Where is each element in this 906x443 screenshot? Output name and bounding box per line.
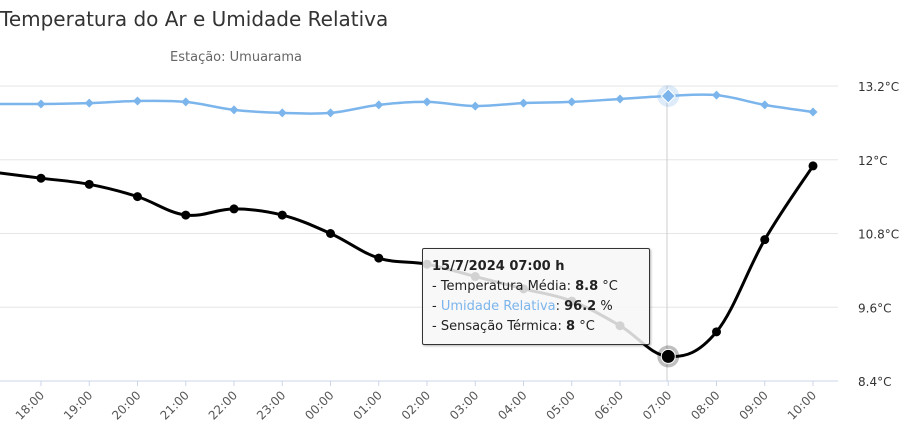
humidity-point[interactable]: [567, 97, 577, 107]
y-tick-label: 10.8°C: [858, 228, 899, 242]
humidity-point[interactable]: [660, 88, 676, 104]
x-tick-label: 10:00: [785, 388, 819, 422]
temperature-point[interactable]: [712, 327, 721, 337]
temperature-point[interactable]: [374, 253, 384, 263]
x-tick-label: 21:00: [158, 388, 192, 422]
humidity-point[interactable]: [808, 107, 818, 117]
temperature-point[interactable]: [808, 161, 818, 171]
y-tick-label: 12°C: [858, 154, 888, 168]
humidity-point[interactable]: [133, 96, 142, 106]
x-tick-label: 05:00: [544, 388, 578, 422]
humidity-point[interactable]: [760, 100, 770, 110]
x-tick-label: 23:00: [254, 388, 288, 422]
tooltip-value: 8: [566, 319, 576, 334]
humidity-point[interactable]: [84, 98, 94, 108]
y-tick-label: 8.4°C: [858, 375, 891, 389]
humidity-point[interactable]: [519, 98, 528, 108]
tooltip-row-humidity: - Umidade Relativa: 96.2 %: [432, 299, 613, 314]
tooltip-label: Temperatura Média: [440, 279, 567, 294]
tooltip-value: 8.8: [575, 279, 599, 294]
temperature-point[interactable]: [84, 179, 94, 189]
humidity-point[interactable]: [374, 100, 384, 110]
tooltip-unit: °C: [579, 319, 595, 334]
temperature-point[interactable]: [277, 210, 287, 220]
humidity-line: [0, 93, 814, 115]
temperature-point[interactable]: [181, 210, 191, 220]
temperature-point[interactable]: [229, 204, 239, 214]
humidity-point[interactable]: [470, 101, 480, 111]
y-tick-label: 9.6°C: [858, 301, 891, 315]
tooltip-row-feels-like: - Sensação Térmica: 8 °C: [432, 319, 595, 334]
tooltip-header: 15/7/2024 07:00 h: [432, 259, 565, 274]
temperature-point[interactable]: [660, 348, 676, 364]
x-tick-label: 04:00: [495, 388, 529, 422]
x-tick-label: 18:00: [13, 388, 47, 422]
x-tick-label: 09:00: [737, 388, 771, 422]
humidity-point[interactable]: [422, 97, 432, 107]
tooltip-row-temp: - Temperatura Média: 8.8 °C: [432, 279, 618, 294]
tooltip-value: 96.2: [564, 299, 597, 314]
humidity-point[interactable]: [229, 105, 239, 115]
humidity-point[interactable]: [712, 90, 721, 100]
tooltip-label: Umidade Relativa: [440, 299, 556, 314]
temperature-point[interactable]: [36, 173, 46, 183]
x-tick-label: 00:00: [302, 388, 336, 422]
chart-subtitle: Estação: Umuarama: [170, 50, 302, 65]
x-tick-label: 03:00: [447, 388, 481, 422]
humidity-point[interactable]: [326, 108, 335, 118]
humidity-point[interactable]: [277, 108, 287, 118]
tooltip: 15/7/2024 07:00 h - Temperatura Média: 8…: [422, 248, 650, 345]
tooltip-label: Sensação Térmica: [440, 319, 558, 334]
temperature-point[interactable]: [326, 229, 335, 238]
y-tick-label: 13.2°C: [858, 80, 899, 94]
x-tick-label: 20:00: [109, 388, 143, 422]
temperature-point[interactable]: [133, 192, 142, 202]
humidity-point[interactable]: [181, 97, 191, 107]
x-tick-label: 02:00: [399, 388, 433, 422]
x-tick-label: 22:00: [206, 388, 240, 422]
humidity-point[interactable]: [36, 99, 46, 109]
humidity-point[interactable]: [615, 94, 625, 104]
tooltip-unit: %: [600, 299, 613, 314]
tooltip-unit: °C: [602, 279, 618, 294]
x-tick-label: 01:00: [351, 388, 385, 422]
chart-title: Temperatura do Ar e Umidade Relativa: [0, 7, 388, 31]
x-tick-label: 08:00: [688, 388, 722, 422]
x-tick-label: 06:00: [592, 388, 626, 422]
x-tick-label: 19:00: [61, 388, 95, 422]
temperature-point[interactable]: [760, 235, 770, 245]
temperature-line: [0, 165, 815, 359]
x-tick-label: 07:00: [640, 388, 674, 422]
